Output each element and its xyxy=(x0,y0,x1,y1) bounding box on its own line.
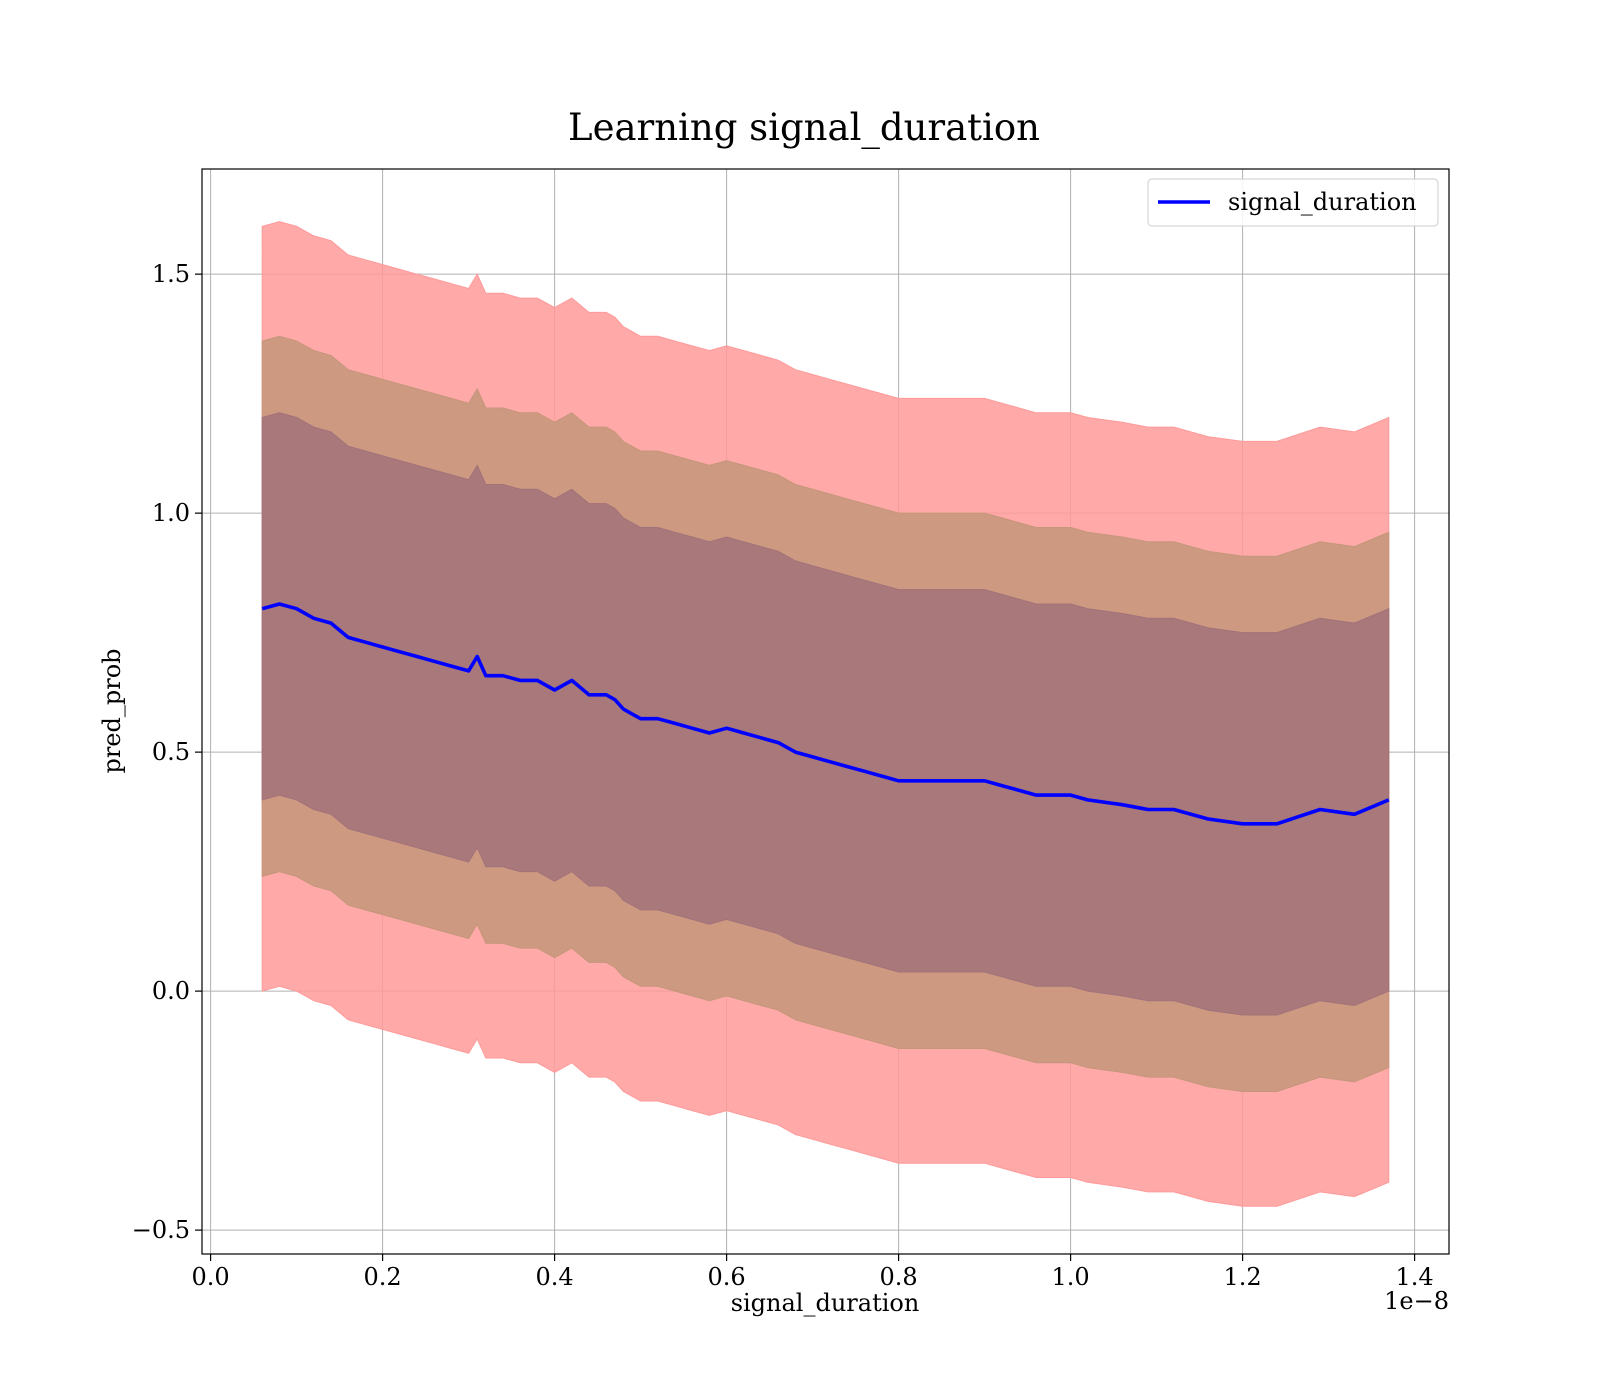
x-axis-offset-label: 1e−8 xyxy=(1384,1287,1449,1315)
y-tick-label-2: 0.5 xyxy=(152,738,190,766)
x-tick-label-3: 0.6 xyxy=(708,1263,746,1291)
x-tick-label-1: 0.2 xyxy=(364,1263,402,1291)
x-axis-label: signal_duration xyxy=(731,1289,920,1317)
x-tick-label-5: 1.0 xyxy=(1052,1263,1090,1291)
chart-title: Learning signal_duration xyxy=(568,106,1040,150)
y-tick-label-1: 0.0 xyxy=(152,977,190,1005)
x-tick-label-6: 1.2 xyxy=(1224,1263,1262,1291)
legend-box xyxy=(1147,178,1439,227)
x-tick-label-7: 1.4 xyxy=(1396,1263,1434,1291)
x-tick-label-2: 0.4 xyxy=(536,1263,574,1291)
legend: signal_duration xyxy=(1147,178,1439,227)
y-tick-label-4: 1.5 xyxy=(152,260,190,288)
band-inner xyxy=(261,412,1390,1016)
y-tick-label-3: 1.0 xyxy=(152,499,190,527)
y-tick-label-0: −0.5 xyxy=(132,1216,190,1244)
x-axis-ticks: 0.0 0.2 0.4 0.6 0.8 1.0 1.2 1.4 xyxy=(192,1254,1434,1291)
y-axis-label: pred_prob xyxy=(98,648,126,773)
y-axis-ticks: −0.5 0.0 0.5 1.0 1.5 xyxy=(132,260,202,1244)
x-tick-label-0: 0.0 xyxy=(192,1263,230,1291)
plot-frame xyxy=(201,168,1450,1255)
x-tick-label-4: 0.8 xyxy=(880,1263,918,1291)
legend-label: signal_duration xyxy=(1228,188,1417,216)
confidence-bands xyxy=(261,221,1390,1207)
series-line-signal-duration xyxy=(261,602,1390,826)
